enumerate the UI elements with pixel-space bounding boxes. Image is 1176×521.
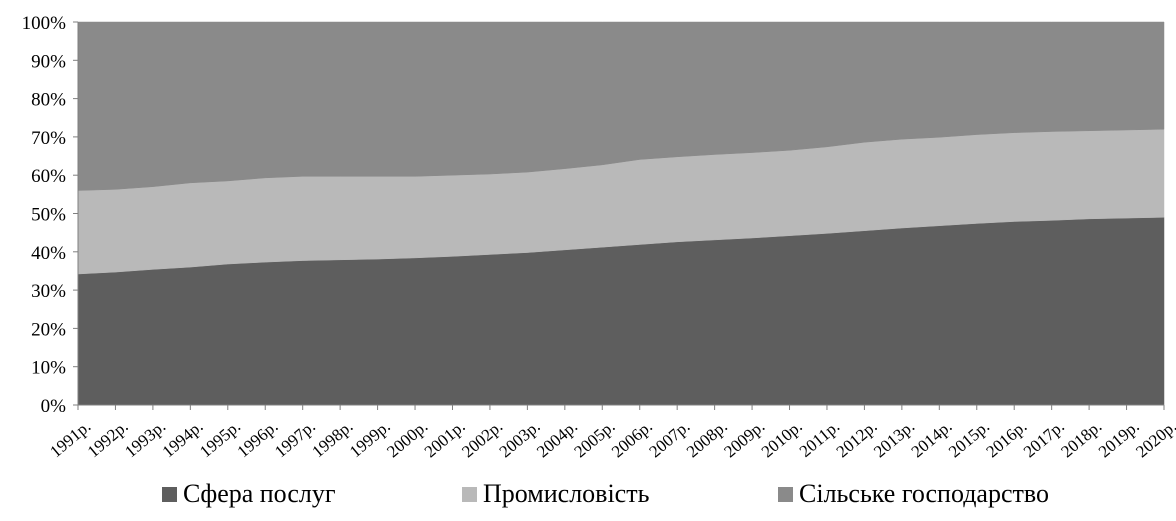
legend: Сфера послуг Промисловість Сільське госп… (0, 479, 1176, 515)
y-tick-label: 20% (31, 319, 66, 340)
x-tick-label: 2013р. (870, 417, 918, 462)
legend-label-agriculture: Сільське господарство (799, 479, 1049, 508)
area-series-3 (77, 21, 1165, 191)
x-tick-label: 2010р. (758, 417, 806, 462)
x-tick-label: 2009р. (720, 417, 768, 462)
legend-swatch-agriculture (778, 486, 793, 502)
y-tick-label: 90% (31, 51, 66, 72)
x-tick-label: 2011р. (796, 417, 844, 461)
x-tick-label: 2015р. (945, 417, 993, 462)
x-tick-label: 2007р. (645, 417, 693, 462)
y-tick-label: 40% (31, 243, 66, 264)
x-tick-label: 1991р. (46, 417, 94, 462)
x-tick-label: 2004р. (533, 417, 581, 462)
legend-swatch-industry (462, 486, 477, 502)
x-tick-label: 2002р. (458, 417, 506, 462)
x-tick-label: 2016р. (982, 417, 1030, 462)
x-tick-label: 2003р. (496, 417, 544, 462)
legend-label-industry: Промисловість (483, 479, 650, 508)
x-tick-label: 2018р. (1057, 417, 1105, 462)
x-tick-label: 1997р. (271, 417, 319, 462)
x-tick-label: 1996р. (234, 417, 282, 462)
x-tick-label: 2019р. (1095, 417, 1143, 462)
x-tick-label: 2006р. (608, 417, 656, 462)
chart-areas (77, 21, 1165, 406)
x-tick-label: 1994р. (159, 417, 207, 462)
y-tick-label: 50% (31, 205, 66, 226)
x-tick-label: 2008р. (683, 417, 731, 462)
y-tick-label: 100% (22, 13, 67, 34)
y-tick-label: 60% (31, 166, 66, 187)
y-axis-labels: 0% 10% 20% 30% 40% 50% 60% 70% 80% 90% 100% (22, 13, 67, 417)
legend-item-services: Сфера послуг (162, 479, 336, 509)
x-tick-label: 2005р. (571, 417, 619, 462)
x-tick-label: 1998р. (308, 417, 356, 462)
legend-label-services: Сфера послуг (183, 479, 336, 508)
y-tick-label: 30% (31, 281, 66, 302)
x-tick-label: 2020р. (1132, 417, 1176, 462)
x-tick-label: 1995р. (196, 417, 244, 462)
x-tick-label: 2014р. (908, 417, 956, 462)
legend-item-agriculture: Сільське господарство (778, 479, 1049, 509)
y-tick-label: 0% (41, 396, 67, 417)
x-tick-label: 1999р. (346, 417, 394, 462)
x-tick-label: 1992р. (84, 417, 132, 462)
x-tick-label: 2001р. (421, 417, 469, 462)
chart-axes (73, 21, 1165, 410)
y-tick-label: 80% (31, 90, 66, 111)
legend-swatch-services (162, 486, 177, 502)
y-tick-label: 10% (31, 358, 66, 379)
x-tick-label: 2017р. (1020, 417, 1068, 462)
x-tick-label: 2000р. (383, 417, 431, 462)
x-tick-label: 1993р. (121, 417, 169, 462)
legend-item-industry: Промисловість (462, 479, 649, 509)
y-tick-label: 70% (31, 128, 66, 149)
x-tick-label: 2012р. (833, 417, 881, 462)
x-axis-labels: 1991р.1992р.1993р.1994р.1995р.1996р.1997… (46, 417, 1176, 462)
